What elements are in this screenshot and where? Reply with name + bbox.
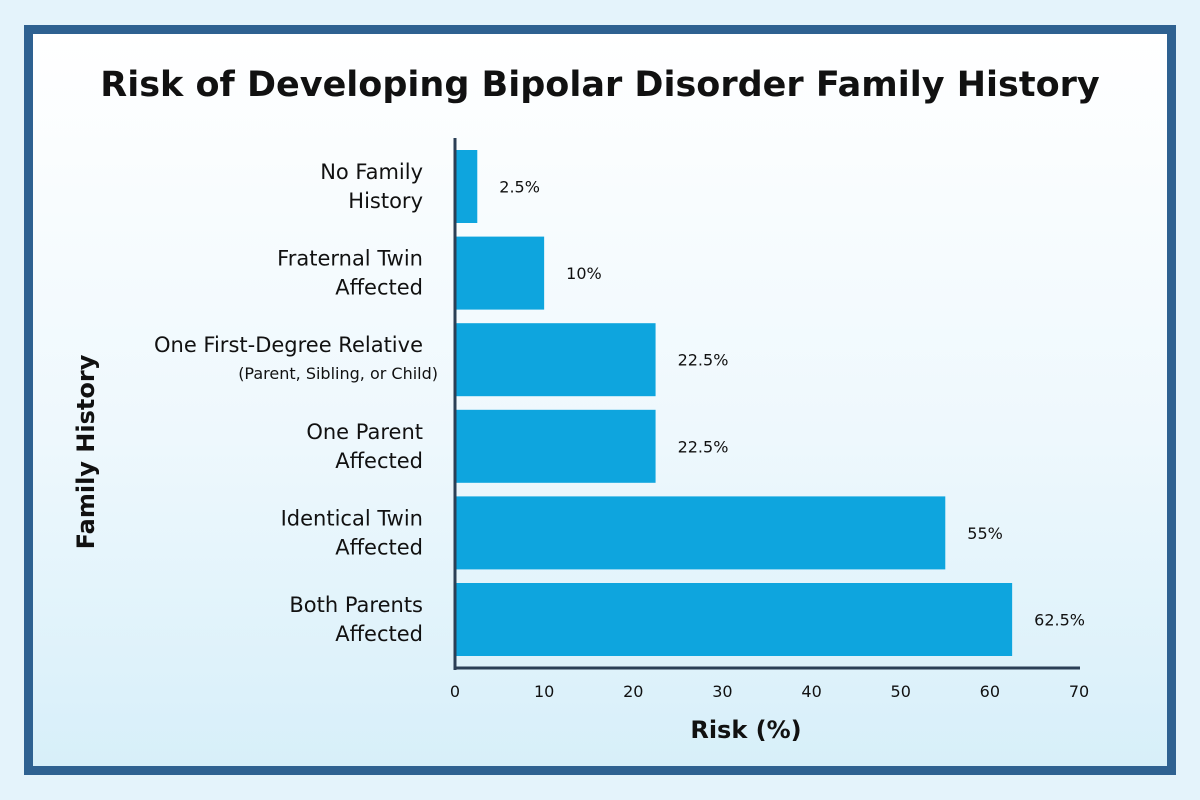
data-label: 55% <box>967 524 1003 543</box>
bars-group <box>455 150 1013 656</box>
category-label: Affected <box>335 535 423 559</box>
bar <box>455 236 545 310</box>
x-tick-label: 20 <box>623 682 643 701</box>
x-axis-title: Risk (%) <box>690 716 801 744</box>
x-tick-label: 50 <box>891 682 911 701</box>
category-label: No Family <box>320 160 423 184</box>
category-label: Identical Twin <box>281 506 423 530</box>
category-labels: 2.5% No Family History 10% Fraternal Twin Aff… <box>154 160 1085 646</box>
data-label: 62.5% <box>1034 611 1085 630</box>
bar <box>455 409 656 483</box>
x-tick-label: 30 <box>712 682 732 701</box>
category-label: Affected <box>335 276 423 300</box>
category-label: Affected <box>335 622 423 646</box>
chart-title: Risk of Developing Bipolar Disorder Fami… <box>100 65 1100 105</box>
data-label: 10% <box>566 264 602 283</box>
x-tick-label: 0 <box>450 682 460 701</box>
x-tick-label: 60 <box>980 682 1000 701</box>
x-axis-ticks: 0 10 20 30 40 50 60 70 <box>450 682 1089 701</box>
x-tick-label: 70 <box>1069 682 1089 701</box>
bar <box>455 323 656 397</box>
data-label: 22.5% <box>678 351 729 370</box>
bar <box>455 583 1013 656</box>
category-label: Both Parents <box>289 593 423 617</box>
bar <box>455 496 946 570</box>
bar <box>455 150 478 223</box>
data-label: 22.5% <box>678 437 729 456</box>
category-label: One First-Degree Relative <box>154 333 423 357</box>
x-tick-label: 40 <box>801 682 821 701</box>
category-sublabel: (Parent, Sibling, or Child) <box>238 364 438 383</box>
data-label: 2.5% <box>499 178 540 197</box>
category-label: One Parent <box>306 420 423 444</box>
x-tick-label: 10 <box>534 682 554 701</box>
category-label: Fraternal Twin <box>277 247 423 271</box>
category-label: Affected <box>335 449 423 473</box>
y-axis-title: Family History <box>72 354 100 549</box>
category-label: History <box>348 189 423 213</box>
